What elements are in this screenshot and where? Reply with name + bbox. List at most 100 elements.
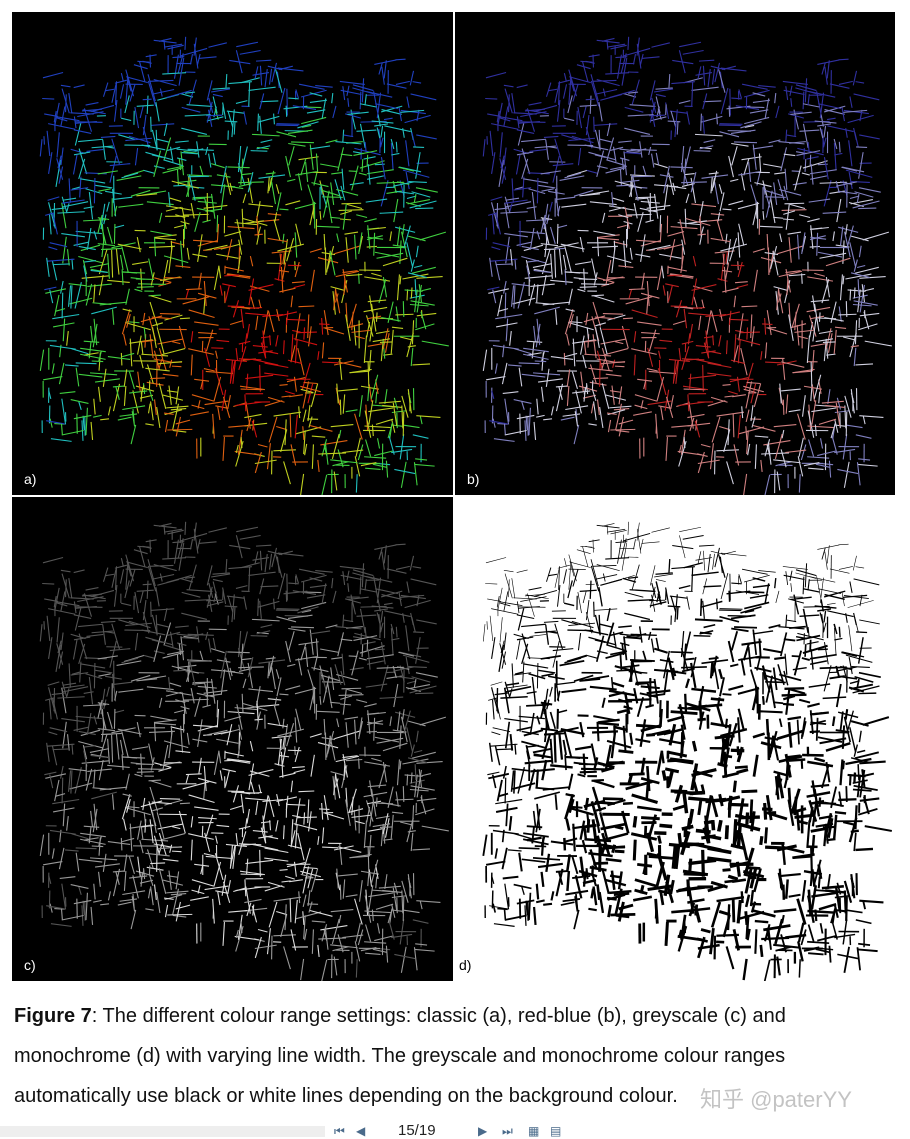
street-segment <box>805 78 806 102</box>
street-segment <box>783 219 794 220</box>
street-segment <box>599 102 602 121</box>
street-segment <box>575 262 591 265</box>
street-segment <box>286 311 288 325</box>
street-segment <box>374 936 393 941</box>
street-segment <box>283 234 284 244</box>
street-segment <box>734 781 735 793</box>
street-segment <box>169 731 172 758</box>
street-segment <box>296 224 301 246</box>
street-segment <box>660 709 661 727</box>
street-segment <box>303 895 306 907</box>
street-segment <box>414 194 416 203</box>
street-segment <box>121 838 122 850</box>
street-segment <box>584 342 586 355</box>
street-segment <box>382 595 402 600</box>
street-segment <box>629 289 645 290</box>
street-segment <box>277 192 281 211</box>
street-segment <box>138 372 141 392</box>
street-segment <box>258 929 267 932</box>
street-segment <box>854 288 855 299</box>
street-segment <box>728 419 729 445</box>
street-segment <box>310 693 314 710</box>
street-segment <box>624 151 627 175</box>
street-segment <box>692 279 697 306</box>
street-segment <box>262 823 263 831</box>
street-segment <box>304 812 305 824</box>
street-segment <box>297 607 318 613</box>
street-segment <box>598 884 600 899</box>
street-segment <box>412 752 436 758</box>
street-segment <box>723 739 724 750</box>
street-segment <box>856 82 865 83</box>
street-segment <box>790 689 805 693</box>
street-segment <box>369 400 373 424</box>
street-segment <box>642 273 645 290</box>
street-segment <box>529 634 546 636</box>
street-segment <box>228 426 247 428</box>
street-segment <box>374 60 396 64</box>
street-segment <box>775 434 782 459</box>
street-segment <box>279 209 288 210</box>
street-segment <box>368 829 383 832</box>
street-segment <box>79 644 85 664</box>
street-segment <box>61 570 71 572</box>
street-segment <box>790 204 805 208</box>
street-segment <box>76 853 79 872</box>
street-segment <box>113 197 132 199</box>
street-segment <box>151 781 172 787</box>
street-segment <box>151 117 152 132</box>
street-segment <box>199 273 202 290</box>
street-segment <box>567 854 570 872</box>
street-segment <box>556 309 557 325</box>
street-segment <box>225 752 244 756</box>
street-segment <box>748 444 750 455</box>
street-segment <box>592 780 604 781</box>
street-segment <box>61 281 64 294</box>
street-segment <box>338 847 361 852</box>
street-segment <box>765 827 766 843</box>
street-segment <box>265 554 267 572</box>
street-segment <box>491 732 500 735</box>
street-segment <box>91 326 93 342</box>
street-segment <box>775 578 776 588</box>
street-segment <box>108 712 113 729</box>
street-segment <box>523 348 549 351</box>
street-segment <box>220 770 222 780</box>
street-segment <box>380 212 404 213</box>
street-segment <box>92 846 103 847</box>
street-segment <box>177 665 197 667</box>
street-segment <box>308 799 309 823</box>
street-segment <box>817 91 821 112</box>
street-segment <box>739 574 742 583</box>
street-segment <box>381 126 383 137</box>
street-segment <box>384 126 410 132</box>
street-segment <box>744 474 747 495</box>
street-segment <box>365 468 380 469</box>
street-segment <box>758 86 775 88</box>
street-segment <box>533 264 552 268</box>
street-segment <box>415 949 435 951</box>
street-segment <box>606 395 626 400</box>
street-segment <box>537 231 540 240</box>
street-segment <box>55 295 59 316</box>
street-segment <box>93 900 101 902</box>
street-segment <box>662 751 664 763</box>
street-segment <box>403 786 404 802</box>
street-segment <box>120 569 123 583</box>
street-segment <box>181 128 207 134</box>
street-segment <box>350 371 369 372</box>
street-segment <box>666 922 667 946</box>
street-segment <box>642 758 645 775</box>
street-segment <box>556 197 575 199</box>
street-segment <box>320 211 321 220</box>
street-segment <box>376 797 377 806</box>
street-segment <box>108 254 110 279</box>
street-segment <box>591 559 598 586</box>
street-segment <box>747 867 761 868</box>
street-segment <box>708 69 710 87</box>
street-network-d <box>455 497 895 981</box>
street-segment <box>93 415 101 417</box>
street-segment <box>534 422 535 440</box>
street-segment <box>588 424 596 425</box>
street-segment <box>332 919 339 944</box>
